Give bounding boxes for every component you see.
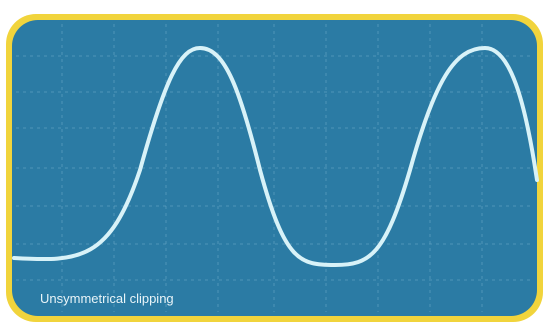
- caption: Unsymmetrical clipping: [40, 291, 174, 306]
- page: Unsymmetrical clipping (() => { const da…: [0, 0, 549, 327]
- oscilloscope: Unsymmetrical clipping: [0, 0, 549, 327]
